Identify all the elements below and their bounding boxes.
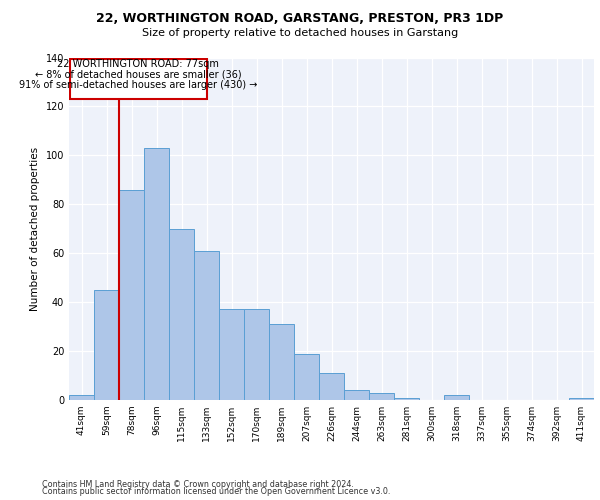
Text: 91% of semi-detached houses are larger (430) →: 91% of semi-detached houses are larger (…: [19, 80, 257, 90]
Bar: [94, 290, 119, 400]
Y-axis label: Number of detached properties: Number of detached properties: [30, 146, 40, 311]
Text: Size of property relative to detached houses in Garstang: Size of property relative to detached ho…: [142, 28, 458, 38]
Text: Contains public sector information licensed under the Open Government Licence v3: Contains public sector information licen…: [42, 488, 391, 496]
Bar: [344, 390, 369, 400]
Bar: [394, 398, 419, 400]
Bar: [144, 148, 169, 400]
Bar: [119, 190, 144, 400]
Bar: [319, 373, 344, 400]
Bar: [194, 251, 219, 400]
FancyBboxPatch shape: [70, 58, 207, 99]
Bar: [269, 324, 294, 400]
Text: 22, WORTHINGTON ROAD, GARSTANG, PRESTON, PR3 1DP: 22, WORTHINGTON ROAD, GARSTANG, PRESTON,…: [97, 12, 503, 26]
Bar: [69, 395, 94, 400]
Bar: [244, 310, 269, 400]
Bar: [369, 392, 394, 400]
Text: 22 WORTHINGTON ROAD: 77sqm: 22 WORTHINGTON ROAD: 77sqm: [58, 60, 219, 70]
Bar: [569, 398, 594, 400]
Text: Contains HM Land Registry data © Crown copyright and database right 2024.: Contains HM Land Registry data © Crown c…: [42, 480, 354, 489]
Bar: [169, 229, 194, 400]
Bar: [294, 354, 319, 400]
Text: ← 8% of detached houses are smaller (36): ← 8% of detached houses are smaller (36): [35, 70, 242, 80]
Bar: [219, 310, 244, 400]
Bar: [444, 395, 469, 400]
